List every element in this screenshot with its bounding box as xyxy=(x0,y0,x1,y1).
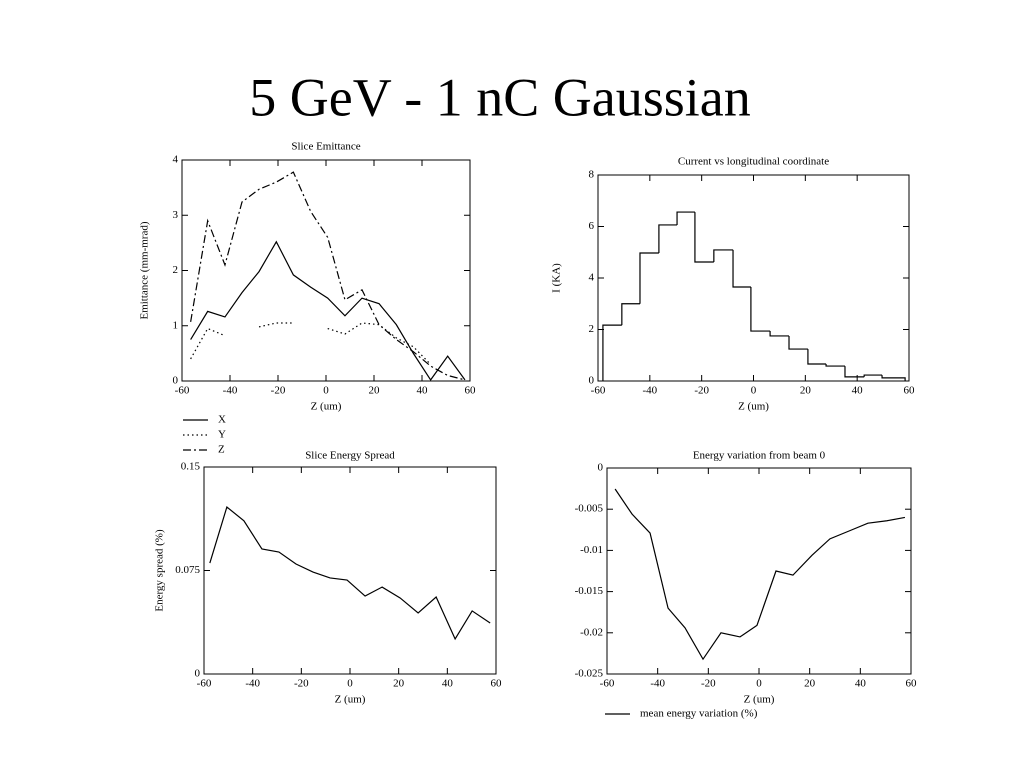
histogram-step xyxy=(732,249,751,288)
x-tick-label: 0 xyxy=(347,678,353,690)
x-tick-label: 0 xyxy=(751,385,757,397)
x-tick-label: -60 xyxy=(197,678,212,690)
x-tick-label: -40 xyxy=(650,678,665,690)
y-tick-label: 2 xyxy=(589,323,595,335)
series-line xyxy=(258,322,294,328)
y-tick-label: 2 xyxy=(173,264,179,276)
x-tick-label: -60 xyxy=(600,678,615,690)
y-axis-label: Emittance (mm-mrad) xyxy=(139,221,151,319)
histogram-step xyxy=(807,349,827,365)
chart-title: Current vs longitudinal coordinate xyxy=(678,156,829,168)
y-tick-label: 0 xyxy=(598,462,604,474)
x-tick-label: 40 xyxy=(855,678,867,690)
x-tick-label: -20 xyxy=(701,678,716,690)
legend-label: X xyxy=(218,414,226,426)
x-axis-label: Z (um) xyxy=(738,401,769,413)
histogram-step xyxy=(676,211,695,225)
x-tick-label: 0 xyxy=(323,385,329,397)
x-tick-label: 20 xyxy=(369,385,381,397)
y-tick-label: 4 xyxy=(173,154,179,166)
x-axis-label: Z (um) xyxy=(335,694,366,706)
histogram-step xyxy=(844,366,865,378)
y-tick-label: 1 xyxy=(173,319,179,331)
histogram-step xyxy=(602,324,622,381)
histogram-step xyxy=(621,303,640,326)
chart-title: Slice Emittance xyxy=(291,141,360,153)
legend-label: Y xyxy=(218,429,226,441)
chart-title: Slice Energy Spread xyxy=(305,450,395,462)
x-axis-label: Z (um) xyxy=(311,401,342,413)
series-line xyxy=(190,240,466,381)
x-tick-label: 60 xyxy=(465,385,477,397)
x-axis-label: Z (um) xyxy=(744,694,775,706)
x-tick-label: 20 xyxy=(393,678,405,690)
y-tick-label: 0 xyxy=(173,375,179,387)
y-tick-label: -0.02 xyxy=(580,626,603,638)
y-tick-label: 3 xyxy=(173,209,179,221)
chart-title: Energy variation from beam 0 xyxy=(693,450,826,462)
x-tick-label: 60 xyxy=(491,678,503,690)
x-tick-label: 40 xyxy=(417,385,429,397)
histogram-step xyxy=(658,224,678,254)
x-tick-label: 60 xyxy=(904,385,916,397)
histogram-step xyxy=(825,364,845,367)
x-tick-label: -20 xyxy=(294,678,309,690)
y-axis-label: I (KA) xyxy=(551,263,563,293)
histogram-step xyxy=(694,212,714,263)
series-line xyxy=(327,322,432,365)
legend-label: Z xyxy=(218,444,225,456)
y-axis-label: Energy spread (%) xyxy=(154,529,166,612)
x-tick-label: 40 xyxy=(442,678,454,690)
series-line xyxy=(614,488,906,661)
series-line xyxy=(209,505,491,641)
histogram-step xyxy=(788,335,808,350)
y-tick-label: -0.015 xyxy=(575,585,604,597)
x-tick-label: -40 xyxy=(223,385,238,397)
x-tick-label: 20 xyxy=(800,385,812,397)
y-tick-label: -0.025 xyxy=(575,668,604,680)
y-tick-label: 0.15 xyxy=(181,461,201,473)
x-tick-label: 40 xyxy=(852,385,864,397)
x-tick-label: -20 xyxy=(694,385,709,397)
histogram-step xyxy=(769,331,790,337)
slide-title: 5 GeV - 1 nC Gaussian xyxy=(249,67,750,127)
histogram-step xyxy=(713,249,734,263)
x-tick-label: -40 xyxy=(642,385,657,397)
histogram-step xyxy=(639,252,659,304)
y-tick-label: 0.075 xyxy=(175,564,200,576)
x-tick-label: -60 xyxy=(591,385,606,397)
x-tick-label: -40 xyxy=(245,678,260,690)
y-tick-label: 8 xyxy=(589,169,595,181)
y-tick-label: 0 xyxy=(195,668,201,680)
x-tick-label: -20 xyxy=(271,385,286,397)
x-tick-label: 0 xyxy=(756,678,762,690)
y-tick-label: -0.01 xyxy=(580,544,603,556)
x-tick-label: -60 xyxy=(175,385,190,397)
x-tick-label: 60 xyxy=(906,678,918,690)
y-tick-label: 0 xyxy=(589,375,595,387)
series-line xyxy=(190,171,466,381)
x-tick-label: 20 xyxy=(804,678,816,690)
y-tick-label: -0.005 xyxy=(575,503,604,515)
histogram-step xyxy=(881,375,906,381)
y-tick-label: 4 xyxy=(589,272,595,284)
histogram-step xyxy=(750,287,771,332)
legend-label: mean energy variation (%) xyxy=(640,708,758,720)
histogram-step xyxy=(863,374,883,377)
y-tick-label: 6 xyxy=(589,220,595,232)
